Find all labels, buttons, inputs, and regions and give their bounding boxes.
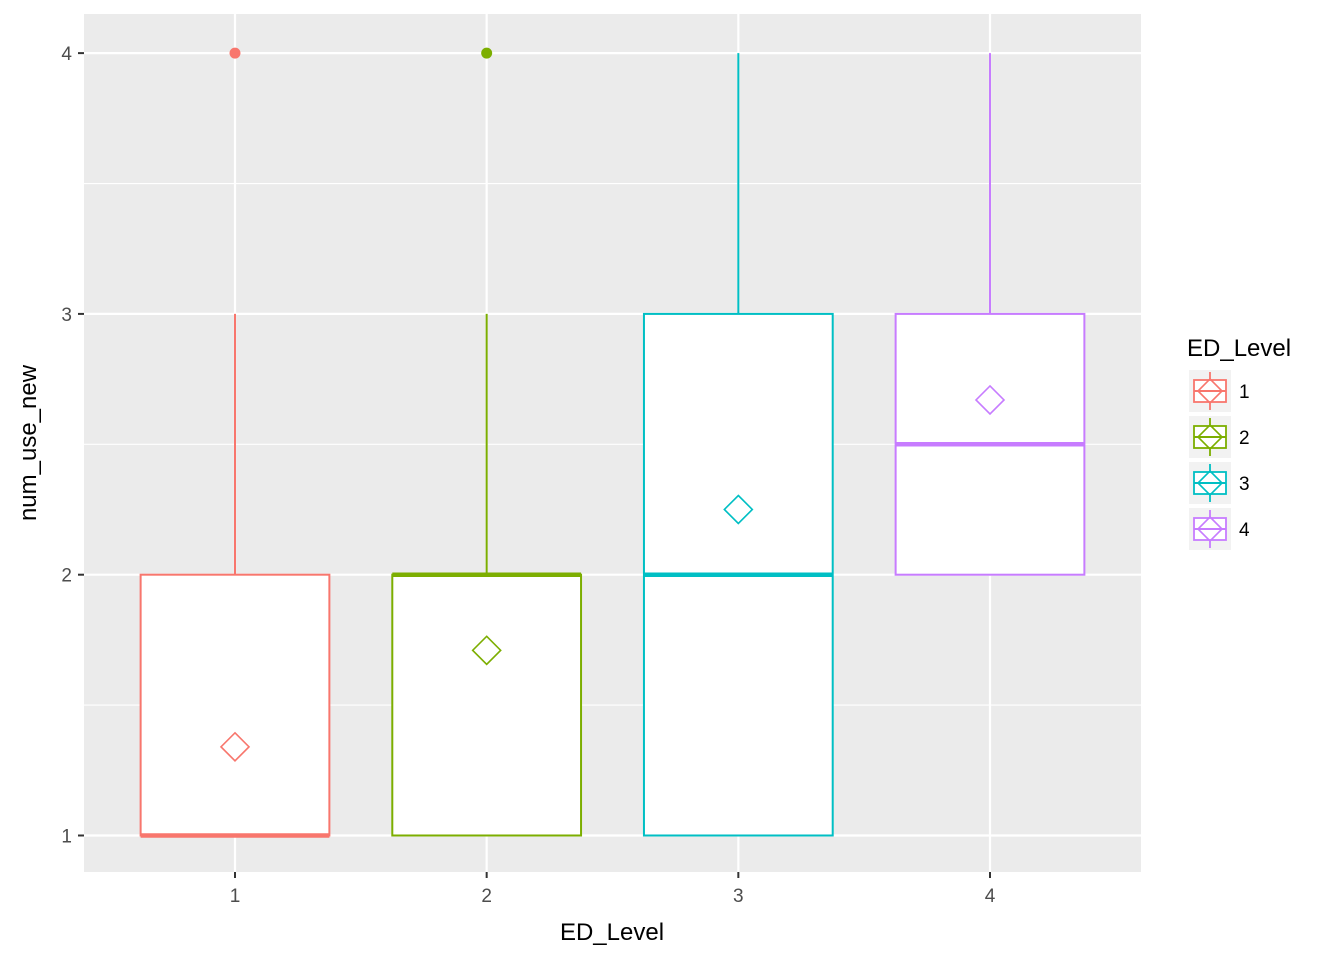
legend-entry-1: 1 [1189, 370, 1250, 412]
legend-label: 1 [1239, 382, 1250, 403]
y-axis: 1 2 3 4 [61, 44, 84, 847]
box-1 [139, 47, 331, 838]
legend: ED_Level 1 2 3 4 [1187, 335, 1291, 550]
y-tick-label: 3 [61, 305, 72, 326]
legend-label: 3 [1239, 474, 1250, 495]
box-series [139, 47, 1086, 838]
mean-marker [974, 384, 1006, 416]
box-3 [642, 53, 834, 837]
outlier-point [229, 47, 241, 59]
legend-title: ED_Level [1187, 335, 1291, 362]
x-tick-label: 4 [985, 886, 996, 907]
x-axis-title: ED_Level [560, 919, 664, 946]
x-tick-label: 1 [230, 886, 241, 907]
y-axis-title: num_use_new [15, 364, 42, 521]
y-tick-label: 1 [61, 826, 72, 847]
x-axis: 1 2 3 4 [230, 872, 996, 907]
box-2 [391, 47, 583, 837]
mean-marker [723, 494, 754, 525]
legend-key-mean [1196, 469, 1224, 497]
mean-marker [471, 635, 502, 666]
legend-entry-3: 3 [1189, 462, 1250, 504]
mean-marker [219, 731, 251, 762]
legend-entry-2: 2 [1189, 416, 1250, 458]
legend-entry-4: 4 [1189, 508, 1250, 550]
legend-key-mean [1196, 423, 1224, 451]
box-iqr [391, 573, 583, 837]
legend-label: 2 [1239, 428, 1250, 449]
x-tick-label: 2 [481, 886, 492, 907]
y-tick-label: 2 [61, 566, 72, 587]
outlier-point [481, 47, 493, 59]
legend-key-mean [1196, 377, 1224, 405]
box-4 [894, 53, 1086, 576]
legend-label: 4 [1239, 520, 1250, 541]
legend-key-mean [1196, 515, 1224, 543]
box-iqr [139, 573, 331, 837]
x-tick-label: 3 [733, 886, 744, 907]
y-tick-label: 4 [61, 44, 72, 65]
